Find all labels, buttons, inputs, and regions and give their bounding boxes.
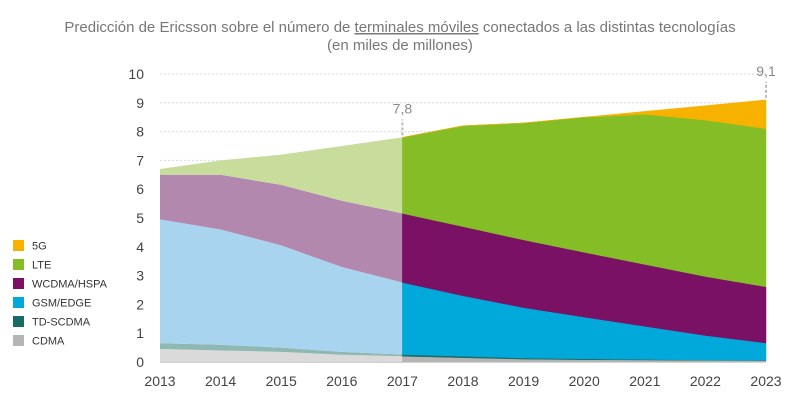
y-tick-label: 10 <box>128 66 144 82</box>
area-td-scdma-historical <box>160 343 403 357</box>
plot-areas <box>160 99 767 363</box>
area-lte-historical <box>160 137 403 214</box>
x-tick-label: 2022 <box>690 373 721 389</box>
legend-swatch <box>13 335 24 346</box>
chart-title-part1: Predicción de Ericsson sobre el número d… <box>64 19 354 36</box>
y-tick-label: 3 <box>136 268 144 284</box>
y-tick-label: 7 <box>136 152 144 168</box>
chart-title-line1: Predicción de Ericsson sobre el número d… <box>64 19 735 36</box>
legend-label: CDMA <box>32 336 65 348</box>
x-tick-label: 2017 <box>387 373 418 389</box>
legend-label: 5G <box>32 241 47 253</box>
y-tick-label: 8 <box>136 124 144 140</box>
legend: 5G LTE WCDMA/HSPA GSM/EDGE TD-SCDMA CDMA <box>13 240 108 348</box>
area-cdma-historical <box>160 349 403 362</box>
area-wcdma-hspa-historical <box>160 174 403 283</box>
chart-title-part3: conectados a las distintas tecnologías <box>479 19 736 36</box>
legend-item-5g: 5G <box>13 240 47 253</box>
x-tick-label: 2015 <box>266 373 297 389</box>
y-tick-label: 1 <box>136 325 144 341</box>
legend-swatch <box>13 240 24 251</box>
legend-swatch <box>13 278 24 289</box>
x-tick-label: 2023 <box>750 373 781 389</box>
legend-label: WCDMA/HSPA <box>32 279 108 291</box>
x-tick-label: 2021 <box>629 373 660 389</box>
legend-item-cdma: CDMA <box>13 335 65 348</box>
chart-subtitle: (en miles de millones) <box>327 37 473 54</box>
y-tick-label: 2 <box>136 296 144 312</box>
x-tick-label: 2013 <box>144 373 175 389</box>
legend-swatch <box>13 297 24 308</box>
legend-item-td-scdma: TD-SCDMA <box>13 316 91 329</box>
y-tick-label: 0 <box>136 354 144 370</box>
annotation-label: 7,8 <box>393 100 413 116</box>
area-gsm-edge-historical <box>160 219 403 355</box>
x-tick-label: 2016 <box>326 373 357 389</box>
legend-label: TD-SCDMA <box>32 317 91 329</box>
x-tick-label: 2019 <box>508 373 539 389</box>
y-tick-label: 6 <box>136 181 144 197</box>
x-axis-ticks: 2013 2014 2015 2016 2017 2018 2019 2020 2021 2022… <box>144 373 781 389</box>
y-tick-label: 9 <box>136 95 144 111</box>
annotations: 7,8 9,1 <box>393 63 776 136</box>
legend-item-wcdma-hspa: WCDMA/HSPA <box>13 278 108 291</box>
x-tick-label: 2020 <box>569 373 600 389</box>
legend-label: LTE <box>32 260 51 272</box>
chart-title-underlined: terminales móviles <box>355 19 479 36</box>
legend-swatch <box>13 316 24 327</box>
legend-swatch <box>13 259 24 270</box>
area-5g-forecast <box>402 99 767 138</box>
y-tick-label: 4 <box>136 239 144 255</box>
x-tick-label: 2014 <box>205 373 236 389</box>
annotation-label: 9,1 <box>756 63 776 79</box>
legend-label: GSM/EDGE <box>32 298 91 310</box>
x-tick-label: 2018 <box>447 373 478 389</box>
legend-item-lte: LTE <box>13 259 51 272</box>
legend-item-gsm-edge: GSM/EDGE <box>13 297 91 310</box>
y-tick-label: 5 <box>136 210 144 226</box>
y-axis-ticks: 0 1 2 3 4 5 6 7 8 9 10 <box>128 66 144 370</box>
